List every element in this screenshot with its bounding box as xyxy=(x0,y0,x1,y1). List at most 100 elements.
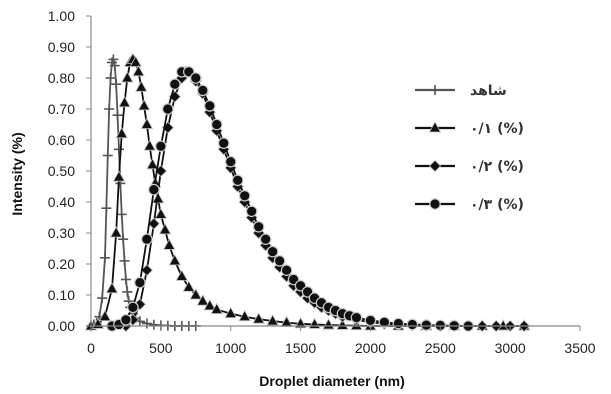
plot-area xyxy=(84,52,531,333)
legend-label: ٠/٣ (%) xyxy=(470,197,524,213)
y-tick-label: 0.00 xyxy=(48,318,75,334)
data-point xyxy=(245,205,258,218)
legend-marker xyxy=(430,85,440,95)
data-point xyxy=(98,309,112,322)
series-circle xyxy=(106,66,475,332)
data-point xyxy=(196,294,209,306)
data-point xyxy=(108,54,119,65)
data-point xyxy=(273,255,286,267)
data-point xyxy=(280,264,293,276)
data-point xyxy=(141,318,152,329)
legend-label: ٠/٢ (%) xyxy=(470,159,524,175)
data-point xyxy=(109,226,123,238)
y-tick-label: 1.00 xyxy=(48,8,75,24)
data-point xyxy=(135,80,148,92)
legend: شاهد ٠/١ (%) ٠/٢ (%) ٠/٣ (%) xyxy=(415,83,524,213)
legend-marker xyxy=(429,198,441,210)
y-tick-label: 0.10 xyxy=(48,287,75,303)
x-tick-label: 500 xyxy=(149,340,173,356)
legend-entry: ٠/١ (%) xyxy=(415,121,524,137)
x-tick-label: 0 xyxy=(87,340,95,356)
data-point xyxy=(122,286,133,297)
data-point xyxy=(112,110,123,121)
y-tick-label: 0.70 xyxy=(48,101,75,117)
data-point xyxy=(111,79,122,90)
data-point xyxy=(109,60,120,71)
data-point xyxy=(378,316,391,329)
data-point xyxy=(112,170,126,182)
data-point xyxy=(154,207,168,219)
data-point xyxy=(140,117,154,129)
data-point xyxy=(127,301,139,314)
data-point xyxy=(175,269,188,281)
data-point xyxy=(259,233,272,245)
x-axis: 0 500 1000 1500 2000 2500 3000 3500 xyxy=(87,325,596,356)
data-point xyxy=(134,276,146,289)
legend-marker xyxy=(428,159,442,173)
data-point xyxy=(155,140,167,152)
data-point xyxy=(163,238,176,250)
data-point xyxy=(238,309,251,322)
x-tick-label: 2000 xyxy=(355,340,386,356)
data-point xyxy=(132,64,145,77)
x-tick-label: 1000 xyxy=(215,340,246,356)
data-point xyxy=(118,234,129,245)
data-point xyxy=(121,71,134,83)
y-tick-label: 0.80 xyxy=(48,70,75,86)
data-point xyxy=(364,314,377,327)
legend-label: ٠/١ (%) xyxy=(470,121,524,137)
legend-entry: ٠/٣ (%) xyxy=(415,197,524,213)
data-point xyxy=(105,281,119,294)
data-point xyxy=(203,100,216,112)
data-point xyxy=(118,95,131,108)
data-point xyxy=(336,318,349,330)
legend-marker xyxy=(428,121,442,133)
data-point xyxy=(238,190,251,202)
data-point xyxy=(158,223,172,235)
data-point xyxy=(224,306,237,319)
x-tick-label: 2500 xyxy=(425,340,456,356)
data-point xyxy=(143,139,156,151)
data-point xyxy=(137,99,151,111)
data-point xyxy=(406,318,419,331)
data-point xyxy=(350,311,363,324)
data-point xyxy=(116,209,127,220)
data-point xyxy=(104,104,115,114)
data-point xyxy=(105,73,116,83)
data-point xyxy=(168,254,182,266)
x-axis-title: Droplet diameter (nm) xyxy=(259,373,404,389)
data-point xyxy=(99,252,110,263)
y-axis: 0.00 0.10 0.20 0.30 0.40 0.50 0.60 0.70 0.80 0.90… xyxy=(48,8,92,334)
legend-label: شاهد xyxy=(470,83,507,99)
data-point xyxy=(113,144,124,155)
data-point xyxy=(252,312,265,324)
y-tick-label: 0.20 xyxy=(48,256,75,272)
data-point xyxy=(189,288,202,300)
y-tick-label: 0.50 xyxy=(48,163,75,179)
data-point xyxy=(146,157,159,170)
data-point xyxy=(231,174,244,187)
data-point xyxy=(217,137,230,149)
data-point xyxy=(189,72,202,84)
data-point xyxy=(420,319,433,331)
data-point xyxy=(119,255,130,266)
y-tick-label: 0.90 xyxy=(48,39,75,55)
data-point xyxy=(148,183,160,196)
data-point xyxy=(266,314,279,326)
data-point xyxy=(252,221,265,233)
data-point xyxy=(102,150,113,161)
data-point xyxy=(140,264,153,277)
y-tick-label: 0.60 xyxy=(48,132,75,148)
data-point xyxy=(120,313,132,326)
data-point xyxy=(115,126,128,139)
x-tick-label: 1500 xyxy=(285,340,316,356)
data-point xyxy=(182,280,195,292)
data-point xyxy=(203,299,216,311)
x-tick-label: 3500 xyxy=(564,340,595,356)
data-point xyxy=(210,118,223,131)
data-point xyxy=(97,293,108,304)
data-point xyxy=(210,302,223,314)
series-plus xyxy=(86,54,201,331)
data-point xyxy=(224,155,237,168)
data-point xyxy=(392,317,405,330)
